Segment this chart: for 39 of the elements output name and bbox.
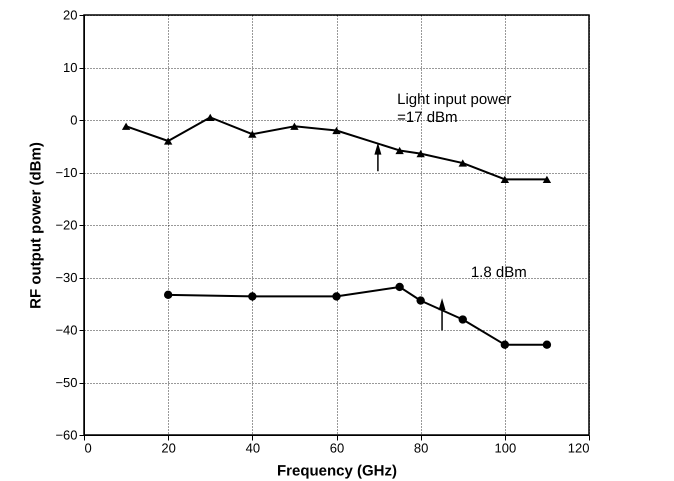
point xyxy=(164,290,172,299)
y-tick-label: −40 xyxy=(55,322,78,338)
annotation: 1.8 dBm xyxy=(470,264,527,282)
x-tick-label: 60 xyxy=(330,440,344,456)
x-tick-label: 40 xyxy=(246,440,260,456)
y-tick-label: −30 xyxy=(55,270,78,285)
y-tick-label: 10 xyxy=(63,60,78,75)
point xyxy=(542,340,552,349)
y-tick-label: −10 xyxy=(55,165,78,180)
point xyxy=(500,176,510,183)
point xyxy=(290,122,299,130)
point xyxy=(395,146,404,154)
x-tick-label: 0 xyxy=(84,440,92,456)
x-tick-label: 120 xyxy=(568,440,590,456)
y-tick-label: −50 xyxy=(55,375,78,390)
point xyxy=(164,137,172,145)
point xyxy=(332,126,341,134)
x-tick-label: 100 xyxy=(494,440,516,456)
y-tick-label: −20 xyxy=(55,218,78,232)
annotation: Light input power =17 dBm xyxy=(397,91,512,126)
point xyxy=(248,292,257,301)
x-tick-label: 20 xyxy=(161,440,176,456)
y-tick-label: −60 xyxy=(55,428,78,442)
y-axis-title: RF output power (dBm) xyxy=(27,142,44,309)
point xyxy=(416,150,425,158)
point xyxy=(206,114,214,121)
point xyxy=(332,292,341,301)
point xyxy=(458,315,467,324)
point xyxy=(122,122,130,130)
point xyxy=(248,130,257,138)
point xyxy=(542,176,552,183)
y-tick-label: 20 xyxy=(63,8,78,22)
point xyxy=(500,340,510,349)
point xyxy=(395,282,404,292)
point xyxy=(416,296,425,305)
point xyxy=(458,159,467,167)
y-tick-label: 0 xyxy=(70,112,78,128)
x-axis-title: Frequency (GHz) xyxy=(276,462,398,480)
x-tick-label: 80 xyxy=(414,440,428,456)
